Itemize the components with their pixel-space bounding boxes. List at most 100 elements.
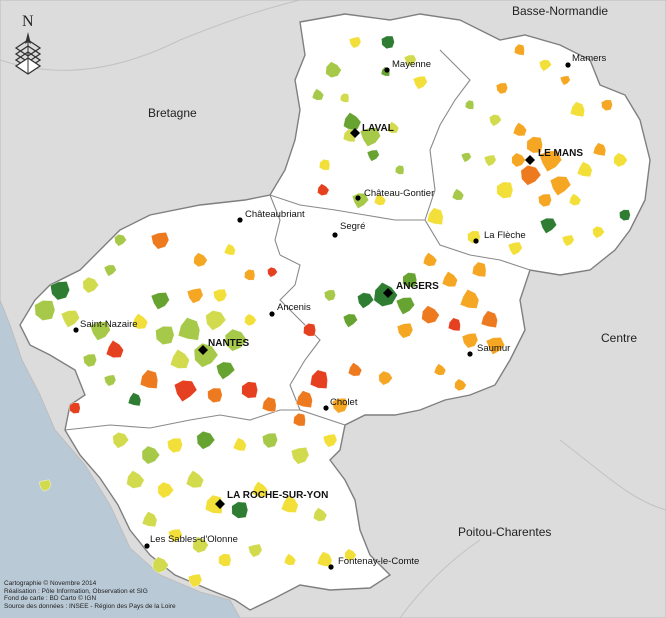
commune-patch (251, 481, 269, 498)
credit-line: Source des données : INSEE - Région des … (4, 602, 176, 610)
commune-patch (167, 437, 183, 454)
commune-patch (196, 430, 216, 450)
commune-patch (512, 122, 527, 137)
town-marker-icon (73, 327, 79, 333)
town-marker-icon (144, 543, 150, 549)
commune-patch (601, 99, 613, 112)
credit-line: Réalisation : Pôle Information, Observat… (4, 587, 148, 595)
commune-patch (186, 287, 204, 304)
commune-patch (592, 225, 605, 239)
commune-patch (241, 381, 258, 399)
commune-patch (105, 340, 124, 358)
commune-patch (483, 154, 497, 167)
commune-patch (485, 337, 505, 355)
commune-patch (576, 161, 593, 178)
prefecture-marker-icon (525, 155, 535, 165)
commune-patch (507, 241, 523, 256)
commune-patch (495, 82, 509, 95)
commune-patch (141, 511, 158, 528)
commune-patch (538, 150, 563, 173)
commune-patch (539, 217, 557, 234)
commune-patch (207, 387, 223, 403)
commune-patch (343, 112, 362, 131)
city-label-mamers: Mamers (572, 53, 607, 64)
commune-patch (103, 374, 117, 387)
city-label-le-mans: LE MANS (538, 148, 583, 159)
town-marker-icon (384, 67, 390, 73)
commune-patch (402, 272, 418, 288)
commune-patch (459, 289, 480, 309)
commune-patch (454, 378, 467, 392)
commune-patch (421, 305, 440, 324)
commune-patch (224, 328, 248, 352)
commune-patch (103, 264, 117, 277)
department-boundaries (64, 49, 531, 431)
commune-patch (280, 495, 299, 513)
commune-patch (155, 326, 175, 345)
commune-patch (396, 322, 414, 339)
commune-patch (34, 300, 56, 321)
commune-patch (511, 152, 526, 168)
city-label-saint-nazaire: Saint-Nazaire (80, 319, 138, 330)
city-label-nantes: NANTES (208, 338, 249, 349)
neighbour-border (0, 0, 301, 71)
commune-patch (447, 317, 461, 332)
city-label-mayenne: Mayenne (392, 59, 431, 70)
commune-patch (520, 164, 542, 186)
prefecture-marker-icon (350, 128, 360, 138)
credit-line: Cartographie © Novembre 2014 (4, 580, 97, 587)
commune-patch (193, 252, 208, 268)
commune-patch (174, 380, 198, 403)
town-marker-icon (237, 217, 243, 223)
commune-patch (347, 362, 363, 377)
commune-patch (127, 392, 142, 407)
prefecture-marker-icon (383, 288, 393, 298)
city-label-cholet: Cholet (330, 397, 358, 408)
commune-patch (319, 158, 331, 171)
city-label-laval: LAVAL (362, 123, 394, 134)
commune-patch (205, 310, 227, 331)
town-marker-icon (269, 311, 275, 317)
region-label-poitou-charentes: Poitou-Charentes (458, 525, 551, 539)
commune-patch (187, 573, 203, 588)
town-marker-icon (565, 62, 571, 68)
commune-patch (212, 288, 228, 303)
commune-patch (216, 361, 236, 380)
commune-patch (561, 234, 575, 247)
commune-patch (150, 232, 170, 250)
commune-patch (395, 297, 415, 315)
commune-patch (247, 543, 263, 558)
commune-patch (150, 292, 170, 310)
commune-patch (60, 310, 80, 328)
commune-patch (126, 470, 145, 489)
north-letter: N (22, 13, 34, 30)
commune-patch (331, 397, 349, 414)
commune-patch (342, 313, 358, 328)
commune-patch (323, 289, 336, 302)
commune-patch (267, 266, 278, 278)
commune-patch (513, 43, 525, 56)
commune-patch (325, 61, 342, 79)
commune-patch (311, 88, 325, 101)
commune-patch (613, 152, 628, 168)
commune-patch (441, 271, 458, 288)
commune-patch (283, 553, 297, 566)
commune-patch (549, 176, 572, 196)
city-label-saumur: Saumur (477, 343, 510, 354)
commune-patch (185, 470, 205, 489)
commune-patch (317, 183, 330, 196)
commune-patch (348, 36, 362, 49)
commune-patch (261, 396, 277, 413)
commune-patch (538, 193, 552, 208)
town-marker-icon (355, 195, 361, 201)
commune-patch (464, 99, 475, 110)
commune-patch (290, 447, 310, 465)
commune-patch (471, 261, 487, 278)
city-markers (73, 62, 571, 570)
commune-patch (569, 101, 585, 118)
commune-patch (310, 369, 328, 389)
city-label-fontenay: Fontenay-le-Comte (338, 556, 419, 567)
commune-patch (422, 252, 438, 267)
prefecture-marker-icon (215, 499, 225, 509)
